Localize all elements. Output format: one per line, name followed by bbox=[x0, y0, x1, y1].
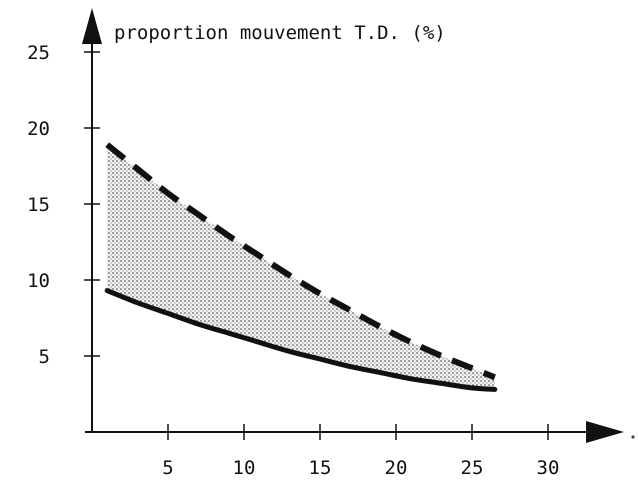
y-tick-label-25: 25 bbox=[27, 42, 50, 64]
x-tick-label-20: 20 bbox=[385, 457, 408, 479]
axis-end-mark bbox=[631, 435, 635, 439]
y-tick-label-20: 20 bbox=[27, 118, 50, 140]
x-tick-label-25: 25 bbox=[461, 457, 484, 479]
x-tick-label-5: 5 bbox=[162, 457, 173, 479]
series-dashed-line bbox=[105, 142, 496, 381]
x-tick-label-30: 30 bbox=[537, 457, 560, 479]
y-tick-label-15: 15 bbox=[27, 194, 50, 216]
x-tick-label-15: 15 bbox=[309, 457, 332, 479]
series-solid-line bbox=[104, 288, 498, 392]
x-tick-label-10: 10 bbox=[233, 457, 256, 479]
y-axis-arrow bbox=[82, 8, 102, 44]
y-tick-label-5: 5 bbox=[39, 346, 50, 368]
x-axis-arrow bbox=[586, 421, 624, 443]
y-tick-label-10: 10 bbox=[27, 270, 50, 292]
chart-title: proportion mouvement T.D. (%) bbox=[114, 22, 446, 44]
